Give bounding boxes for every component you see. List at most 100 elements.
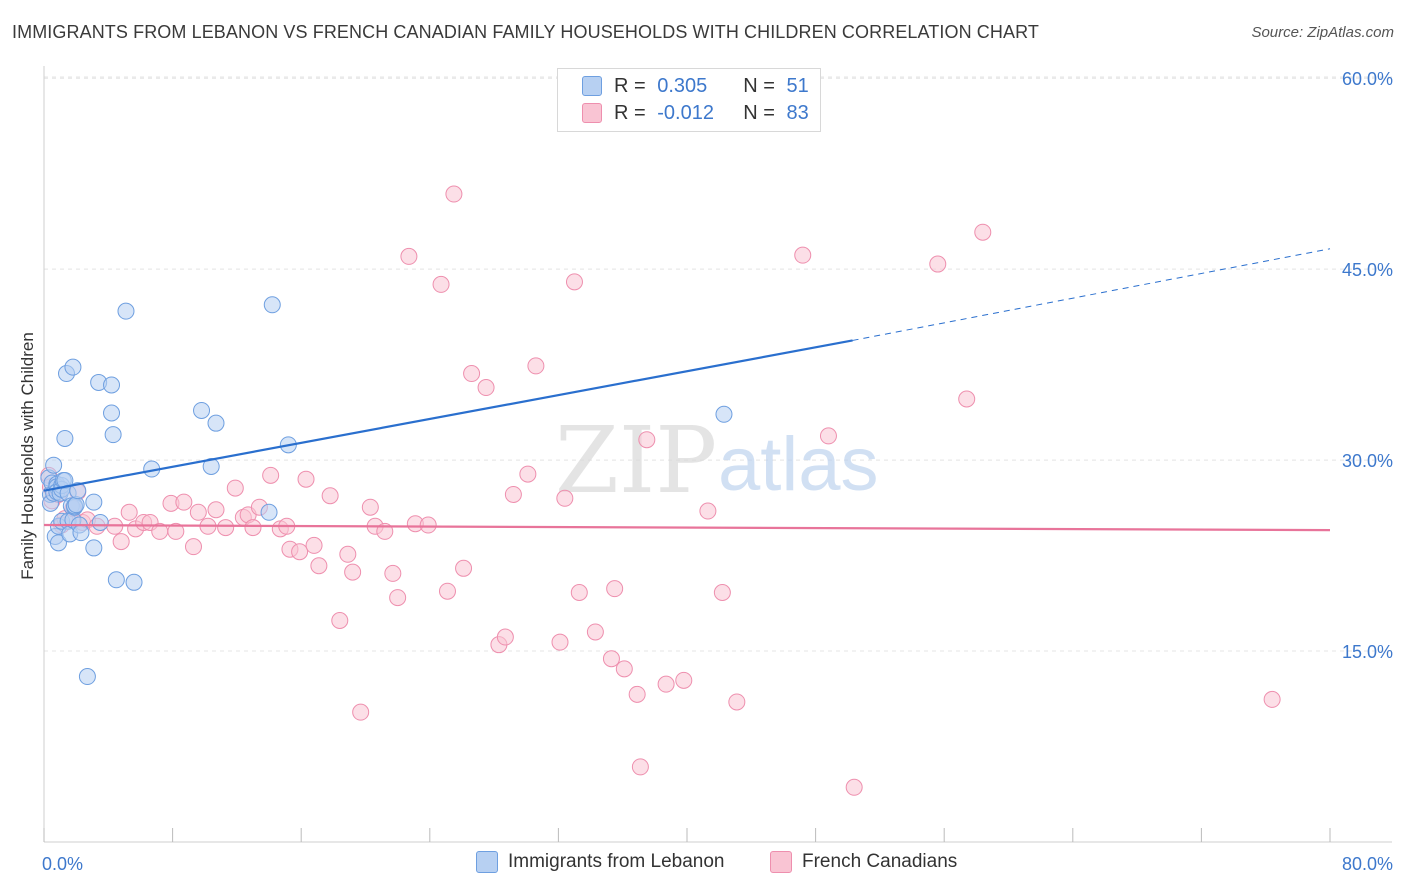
data-point-french-canadians xyxy=(713,583,731,601)
r-label: R = xyxy=(614,74,646,97)
y-tick-label: 30.0% xyxy=(1342,451,1393,471)
lebanon-swatch xyxy=(582,76,602,96)
data-point-lebanon xyxy=(69,482,87,500)
data-point-french-canadians xyxy=(310,557,328,575)
data-point-french-canadians xyxy=(175,493,193,511)
data-point-lebanon xyxy=(207,414,225,432)
data-point-lebanon xyxy=(193,401,211,419)
trend-line-lebanon-projection xyxy=(852,248,1331,341)
data-point-french-canadians xyxy=(551,633,569,651)
data-point-french-canadians xyxy=(586,623,604,641)
y-tick-label: 45.0% xyxy=(1342,260,1393,280)
legend-swatch-french-canadians xyxy=(770,851,792,873)
legend-label-french-canadians: French Canadians xyxy=(802,851,958,872)
series-lebanon xyxy=(40,296,733,686)
gridlines xyxy=(44,76,1392,652)
data-point-french-canadians xyxy=(361,498,379,516)
watermark-atlas: atlas xyxy=(718,422,879,507)
data-point-lebanon xyxy=(49,534,67,552)
trend-line-lebanon xyxy=(43,339,853,492)
data-point-french-canadians xyxy=(570,583,588,601)
data-point-french-canadians xyxy=(1263,690,1281,708)
y-tick-label: 60.0% xyxy=(1342,69,1393,89)
data-point-french-canadians xyxy=(189,503,207,521)
data-point-lebanon xyxy=(85,493,103,511)
data-point-french-canadians xyxy=(291,543,309,561)
y-axis-label: Family Households with Children xyxy=(18,332,37,580)
data-point-french-canadians xyxy=(794,246,812,264)
n-value: 83 xyxy=(786,101,809,124)
r-value: 0.305 xyxy=(657,74,708,97)
data-point-french-canadians xyxy=(556,489,574,507)
data-point-french-canadians xyxy=(496,628,514,646)
data-point-french-canadians xyxy=(455,559,473,577)
data-point-french-canadians xyxy=(527,357,545,375)
data-point-lebanon xyxy=(117,302,135,320)
legend-item-french-canadians: French Canadians xyxy=(770,851,957,873)
watermark-zip: ZIP xyxy=(555,407,717,514)
stats-row-french-canadians: R = -0.012 N = 83 xyxy=(582,100,809,126)
data-point-french-canadians xyxy=(606,580,624,598)
data-point-french-canadians xyxy=(217,519,235,537)
trend-lines xyxy=(43,248,1331,532)
stats-row-lebanon: R = 0.305 N = 51 xyxy=(582,73,809,99)
legend-label-lebanon: Immigrants from Lebanon xyxy=(508,851,725,872)
data-point-french-canadians xyxy=(112,533,130,551)
y-tick-label: 15.0% xyxy=(1342,642,1393,662)
data-point-french-canadians xyxy=(226,479,244,497)
data-point-french-canadians xyxy=(615,660,633,678)
data-point-french-canadians xyxy=(432,275,450,293)
data-point-french-canadians xyxy=(297,470,315,488)
data-point-lebanon xyxy=(103,376,121,394)
r-value: -0.012 xyxy=(657,101,714,124)
data-point-lebanon xyxy=(104,426,122,444)
n-label: N = xyxy=(743,101,775,124)
axes xyxy=(43,66,1392,843)
x-tick-label-min: 0.0% xyxy=(42,854,83,874)
data-point-french-canadians xyxy=(207,501,225,519)
data-point-lebanon xyxy=(85,539,103,557)
data-point-french-canadians xyxy=(699,502,717,520)
data-point-french-canadians xyxy=(631,758,649,776)
data-point-french-canadians xyxy=(352,703,370,721)
n-value: 51 xyxy=(786,74,809,97)
data-point-french-canadians xyxy=(120,503,138,521)
data-point-french-canadians xyxy=(344,563,362,581)
data-point-french-canadians xyxy=(445,185,463,203)
data-point-french-canadians xyxy=(638,431,656,449)
data-point-french-canadians xyxy=(244,519,262,537)
legend-swatch-lebanon xyxy=(476,851,498,873)
data-point-lebanon xyxy=(91,513,109,531)
data-point-french-canadians xyxy=(419,516,437,534)
trend-line-french-canadians xyxy=(43,523,1331,532)
data-point-french-canadians xyxy=(974,223,992,241)
data-point-lebanon xyxy=(72,524,90,542)
watermark: ZIP atlas xyxy=(555,407,879,514)
french-canadians-swatch xyxy=(582,103,602,123)
data-point-french-canadians xyxy=(384,564,402,582)
data-point-french-canadians xyxy=(400,247,418,265)
source-label: Source: ZipAtlas.com xyxy=(1251,24,1394,41)
data-point-lebanon xyxy=(202,457,220,475)
data-point-french-canadians xyxy=(389,589,407,607)
data-point-french-canadians xyxy=(657,675,675,693)
legend-item-lebanon: Immigrants from Lebanon xyxy=(476,851,725,873)
data-point-lebanon xyxy=(715,405,733,423)
data-point-french-canadians xyxy=(477,379,495,397)
data-point-french-canadians xyxy=(628,685,646,703)
stats-legend: R = 0.305 N = 51 R = -0.012 N = 83 xyxy=(557,68,821,132)
r-label: R = xyxy=(614,101,646,124)
data-point-lebanon xyxy=(107,571,125,589)
data-point-french-canadians xyxy=(438,582,456,600)
data-point-lebanon xyxy=(56,429,74,447)
data-point-french-canadians xyxy=(262,466,280,484)
data-point-french-canadians xyxy=(728,693,746,711)
x-tick-label-max: 80.0% xyxy=(1342,854,1393,874)
data-point-french-canadians xyxy=(819,427,837,445)
data-point-french-canadians xyxy=(958,390,976,408)
data-point-french-canadians xyxy=(845,778,863,796)
data-point-lebanon xyxy=(45,456,63,474)
n-label: N = xyxy=(743,74,775,97)
data-point-french-canadians xyxy=(184,538,202,556)
